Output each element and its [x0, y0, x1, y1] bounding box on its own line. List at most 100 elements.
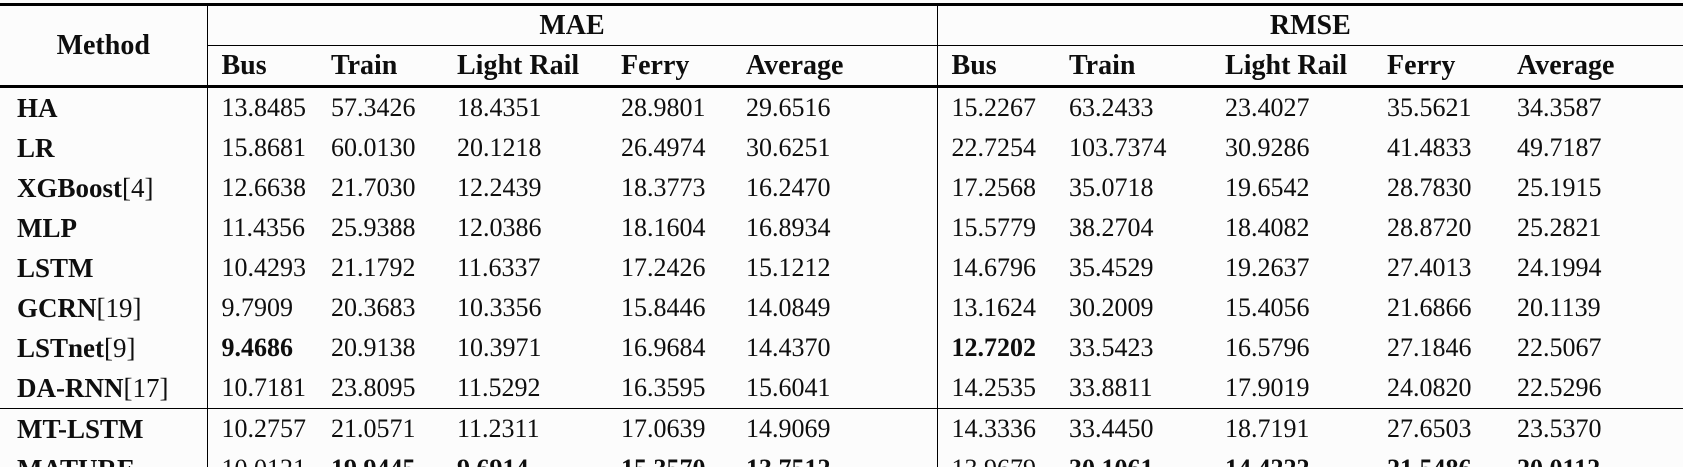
method-cell: LR: [0, 128, 207, 168]
value-cell-rmse: 21.6866: [1387, 293, 1472, 322]
method-cell: LSTnet[9]: [0, 328, 207, 368]
table-row: GCRN[19] 9.7909 20.3683 10.3356 15.8446 14.08…: [0, 288, 1683, 328]
value-cell-mae: 23.8095: [331, 373, 416, 402]
method-cell: XGBoost[4]: [0, 168, 207, 208]
value-cell-rmse: 24.1994: [1517, 253, 1602, 282]
value-cell-rmse: 20.0112: [1503, 449, 1683, 467]
column-header-train-mae: Train: [317, 45, 443, 88]
table-row: MATURE 10.012119.94459.691415.357013.7512…: [0, 449, 1683, 467]
value-cell-rmse: 14.6796: [936, 248, 1056, 288]
value-cell-mae: 14.0849: [746, 293, 831, 322]
value-cell-mae: 19.9445: [317, 449, 443, 467]
method-name: MATURE: [17, 454, 135, 467]
value-cell-rmse: 30.1061: [1055, 449, 1212, 467]
value-cell-rmse: 13.9679: [936, 449, 1056, 467]
value-cell-mae: 15.6041: [746, 373, 831, 402]
value-cell-rmse: 34.3587: [1517, 93, 1602, 122]
value-cell-mae: 21.0571: [317, 408, 443, 449]
method-name: HA: [17, 92, 58, 123]
table-row: LR 15.8681 60.0130 20.1218 26.4974 30.6251 22.…: [0, 128, 1683, 168]
table-row: LSTM 10.4293 21.1792 11.6337 17.2426 15.1212 1…: [0, 248, 1683, 288]
value-cell-mae: 10.3356: [457, 293, 542, 322]
value-cell-mae: 18.4351: [457, 93, 542, 122]
value-cell-rmse: 33.5423: [1069, 333, 1154, 362]
value-cell-rmse: 35.5621: [1387, 93, 1472, 122]
citation-ref: [19]: [96, 292, 142, 323]
value-cell-rmse: 63.2433: [1069, 93, 1154, 122]
column-header-method: Method: [0, 3, 207, 88]
value-cell-mae: 13.7512: [732, 449, 938, 467]
value-cell-mae: 16.9684: [621, 333, 706, 362]
value-cell-mae: 18.3773: [621, 173, 706, 202]
table-row: MLP 11.4356 25.9388 12.0386 18.1604 16.8934 15…: [0, 208, 1683, 248]
value-cell-mae: 11.5292: [457, 373, 541, 402]
method-name: LR: [17, 132, 55, 163]
value-cell-rmse: 30.9286: [1225, 133, 1310, 162]
value-cell-mae: 11.6337: [457, 253, 541, 282]
table-row: DA-RNN[17] 10.7181 23.8095 11.5292 16.3595 15…: [0, 368, 1683, 409]
value-cell-rmse: 22.5067: [1517, 333, 1602, 362]
citation-ref: [9]: [104, 332, 136, 363]
value-cell-mae: 10.3971: [457, 333, 542, 362]
value-cell-rmse: 22.5296: [1517, 373, 1602, 402]
value-cell-rmse: 13.1624: [936, 288, 1056, 328]
value-cell-mae: 12.6638: [206, 168, 317, 208]
method-cell: MATURE: [0, 449, 207, 467]
value-cell-mae: 28.9801: [621, 93, 706, 122]
value-cell-mae: 15.3570: [607, 449, 732, 467]
value-cell-mae: 16.2470: [746, 173, 831, 202]
group-header-mae: MAE: [206, 3, 938, 46]
value-cell-mae: 10.2757: [206, 408, 317, 449]
group-header-row: Method MAE RMSE: [0, 3, 1683, 88]
method-cell: GCRN[19]: [0, 288, 207, 328]
value-cell-mae: 21.1792: [331, 253, 416, 282]
citation-ref: [4]: [122, 172, 154, 203]
value-cell-mae: 14.4370: [746, 333, 831, 362]
table-row: HA 13.8485 57.3426 18.4351 28.9801 29.6516 15.…: [0, 86, 1683, 128]
citation-ref: [17]: [123, 372, 169, 403]
value-cell-rmse: 27.4013: [1387, 253, 1472, 282]
value-cell-mae: 20.9138: [331, 333, 416, 362]
value-cell-mae: 29.6516: [746, 93, 831, 122]
value-cell-rmse: 28.7830: [1387, 173, 1472, 202]
value-cell-rmse: 19.6542: [1225, 173, 1310, 202]
table-row: XGBoost[4] 12.6638 21.7030 12.2439 18.3773 16…: [0, 168, 1683, 208]
value-cell-rmse: 19.2637: [1225, 253, 1310, 282]
value-cell-rmse: 14.2535: [936, 368, 1056, 409]
value-cell-mae: 17.0639: [607, 408, 732, 449]
column-header-ferry-mae: Ferry: [607, 45, 732, 88]
value-cell-rmse: 27.1846: [1387, 333, 1472, 362]
value-cell-mae: 18.1604: [621, 213, 706, 242]
table-row: LSTnet[9] 9.4686 20.9138 10.3971 16.9684 14.4…: [0, 328, 1683, 368]
value-cell-mae: 21.7030: [331, 173, 416, 202]
value-cell-rmse: 17.9019: [1225, 373, 1310, 402]
value-cell-mae: 30.6251: [746, 133, 831, 162]
value-cell-rmse: 38.2704: [1069, 213, 1154, 242]
method-name: GCRN: [17, 292, 97, 323]
table-row: MT-LSTM 10.2757 21.0571 11.2311 17.0639 14.90…: [0, 408, 1683, 449]
value-cell-mae: 16.3595: [621, 373, 706, 402]
value-cell-mae: 10.7181: [206, 368, 317, 409]
column-header-bus-rmse: Bus: [936, 45, 1056, 88]
value-cell-mae: 20.3683: [331, 293, 416, 322]
value-cell-rmse: 15.5779: [936, 208, 1056, 248]
method-name: DA-RNN: [17, 372, 124, 403]
value-cell-rmse: 20.1139: [1517, 293, 1601, 322]
value-cell-rmse: 23.5370: [1503, 408, 1683, 449]
value-cell-mae: 15.8446: [621, 293, 706, 322]
value-cell-mae: 11.2311: [443, 408, 607, 449]
value-cell-rmse: 103.7374: [1069, 133, 1167, 162]
value-cell-rmse: 30.2009: [1069, 293, 1154, 322]
value-cell-mae: 60.0130: [331, 133, 416, 162]
value-cell-rmse: 35.4529: [1069, 253, 1154, 282]
value-cell-rmse: 33.4450: [1055, 408, 1212, 449]
value-cell-mae: 17.2426: [621, 253, 706, 282]
method-name: LSTM: [17, 252, 94, 283]
value-cell-mae: 13.8485: [206, 86, 317, 128]
method-name: MLP: [17, 212, 77, 243]
value-cell-rmse: 18.4082: [1225, 213, 1310, 242]
value-cell-rmse: 16.5796: [1225, 333, 1310, 362]
column-header-ferry-rmse: Ferry: [1373, 45, 1504, 88]
